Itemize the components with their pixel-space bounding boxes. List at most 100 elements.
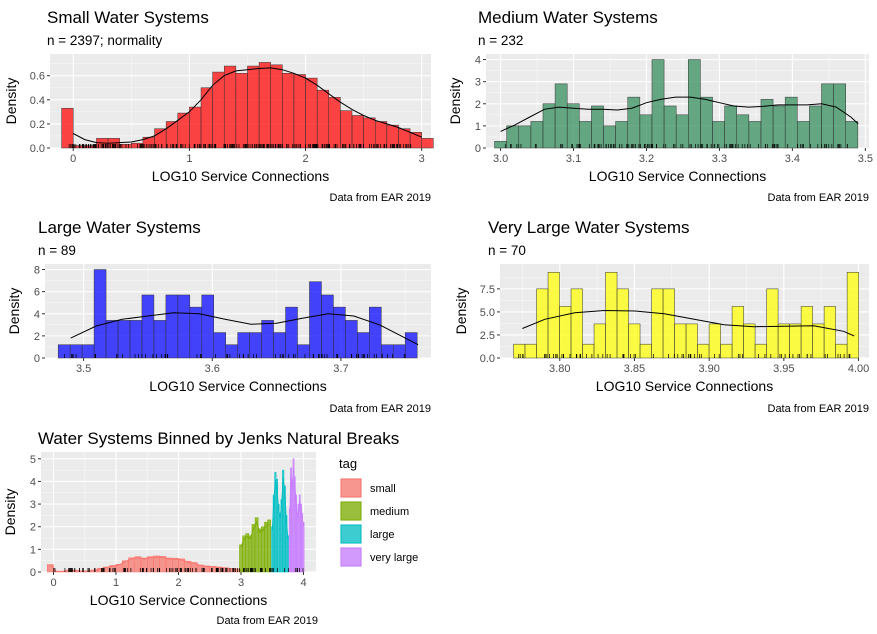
x-tick-label: 3.95 — [773, 363, 794, 375]
histogram-bar — [369, 306, 382, 359]
histogram-bar — [201, 294, 214, 359]
histogram-bar — [662, 288, 675, 359]
chart-caption: Data from EAR 2019 — [330, 403, 432, 415]
histogram-bar — [518, 125, 532, 149]
density-curve-very-large — [289, 467, 304, 527]
histogram-bar — [688, 59, 701, 149]
y-tick-label: 0.0 — [480, 353, 495, 365]
histogram-bar — [223, 65, 237, 149]
rug — [518, 354, 851, 358]
histogram-bar — [570, 288, 583, 359]
bars — [513, 272, 859, 359]
histogram-bar — [363, 117, 376, 149]
x-tick-label: 3.0 — [493, 153, 508, 165]
y-tick-label: 0.0 — [30, 143, 45, 155]
histogram-bar — [809, 105, 822, 149]
histogram-bar — [731, 306, 744, 359]
x-tick-label: 3.7 — [333, 363, 348, 375]
histogram-bar — [285, 306, 298, 359]
x-axis-title: LOG10 Service Connections — [589, 168, 766, 184]
histogram-bar — [153, 555, 160, 573]
histogram-bar — [200, 87, 213, 149]
histogram-bar — [651, 59, 665, 149]
chart-title: Large Water Systems — [38, 218, 201, 237]
histogram-bar — [536, 288, 549, 359]
histogram-bar — [258, 62, 271, 149]
y-tick-label: 4 — [475, 55, 481, 67]
histogram-bar — [305, 77, 318, 149]
density-curve-large — [271, 478, 289, 539]
y-tick-label: 2 — [475, 99, 481, 111]
y-tick-label: 0 — [475, 143, 481, 155]
x-tick-label: 3.4 — [785, 153, 800, 165]
histogram-bar — [566, 103, 580, 149]
x-tick-label: 3.5 — [858, 153, 873, 165]
histogram-bar — [748, 121, 762, 149]
histogram-bar — [639, 343, 652, 359]
y-axis-title: Density — [447, 78, 463, 125]
y-tick-label: 0 — [34, 353, 40, 365]
chart-combined: Water Systems Binned by Jenks Natural Br… — [2, 429, 418, 627]
histogram-bar — [542, 103, 556, 149]
rug — [53, 568, 304, 572]
x-tick-label: 3.80 — [549, 363, 570, 375]
legend-label: very large — [370, 552, 418, 564]
chart-subtitle: n = 2397; normality — [47, 33, 162, 48]
histogram-bar — [316, 89, 330, 149]
histogram-bar — [247, 65, 260, 149]
histogram-bar — [249, 332, 262, 359]
histogram-bar — [591, 105, 604, 149]
histogram-bar — [720, 343, 733, 359]
histogram-bar — [846, 272, 859, 359]
y-tick-label: 7.5 — [480, 284, 495, 296]
y-axis-title: Density — [453, 288, 469, 335]
y-tick-label: 2 — [34, 331, 40, 343]
x-tick-label: 0 — [50, 577, 56, 589]
chart-small: Small Water Systems n = 2397; normality 0 1… — [3, 8, 434, 204]
chart-caption: Data from EAR 2019 — [768, 192, 870, 204]
histogram-bar — [700, 96, 713, 149]
histogram-bar — [392, 344, 406, 359]
axes: 0 1 2 3 4 0 1 2 3 4 5 — [30, 454, 307, 589]
y-tick-label: 3 — [30, 499, 36, 511]
histogram-bar — [159, 556, 167, 573]
x-tick-label: 3.5 — [76, 363, 91, 375]
histogram-bar — [627, 96, 641, 149]
y-tick-label: 2 — [30, 522, 36, 534]
x-tick-label: 3.90 — [698, 363, 719, 375]
y-tick-label: 5 — [30, 454, 36, 466]
histogram-bar — [248, 535, 253, 573]
histogram-bar — [177, 112, 190, 149]
histogram-bar — [530, 121, 544, 149]
histogram-bar — [605, 272, 618, 359]
y-tick-label: 0.4 — [30, 95, 45, 107]
histogram-bar — [340, 110, 353, 149]
histogram-bar — [189, 106, 202, 149]
chart-subtitle: n = 89 — [38, 243, 76, 258]
legend-label: medium — [370, 506, 409, 518]
density-curve — [500, 96, 859, 132]
legend-swatch — [340, 478, 362, 498]
bars — [47, 458, 305, 573]
x-tick-label: 3.85 — [624, 363, 645, 375]
chart-title: Medium Water Systems — [478, 8, 658, 27]
rug — [68, 144, 412, 148]
density-curve — [522, 309, 855, 337]
density-curve-small — [50, 556, 238, 572]
y-tick-label: 4 — [34, 309, 40, 321]
histogram-bar — [93, 269, 107, 359]
x-tick-label: 3.6 — [205, 363, 220, 375]
histogram-bar — [270, 64, 283, 149]
rug — [64, 354, 406, 358]
histogram-bar — [823, 306, 836, 359]
histogram-bar — [404, 332, 418, 359]
bars — [61, 62, 434, 149]
histogram-bar — [766, 288, 779, 359]
histogram-bar — [119, 144, 132, 149]
histogram-bar — [129, 320, 143, 359]
histogram-bar — [736, 114, 750, 149]
histogram-bar — [675, 114, 689, 149]
legend-swatch — [340, 547, 362, 567]
